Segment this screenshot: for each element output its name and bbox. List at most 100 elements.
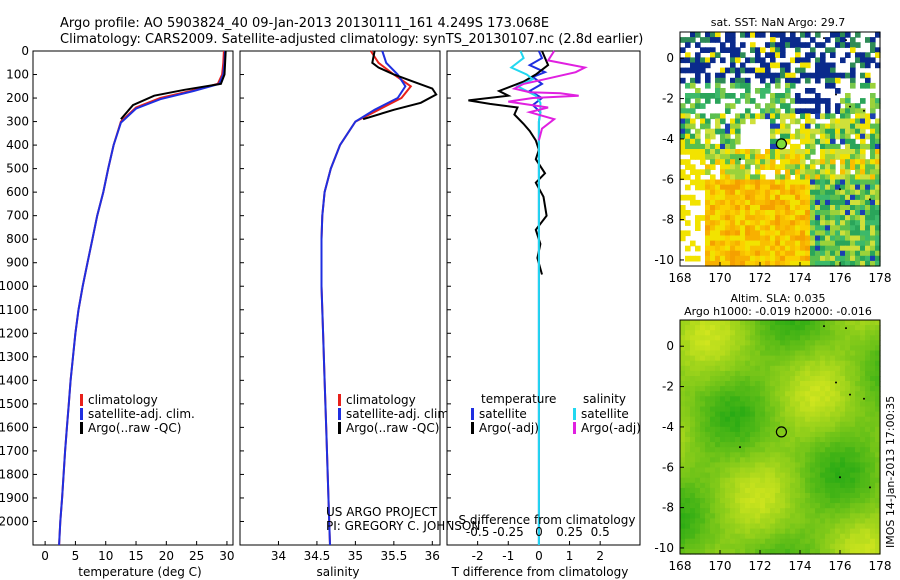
series-line-temperature-argo-adj- (468, 50, 550, 275)
y-tick-label: 2000 (0, 514, 29, 528)
legend-swatch (80, 394, 83, 406)
map-cells (680, 320, 881, 555)
map-y-tick-label: -6 (662, 460, 674, 474)
legend-label: climatology (88, 393, 158, 407)
legend-swatch (338, 394, 341, 406)
y-tick-label: 1100 (0, 303, 29, 317)
legend-swatch (80, 408, 83, 420)
salinity-panel: 34 34.5 35 35.5 36 climatologysatellite-adj. … (239, 50, 453, 563)
y-tick-label: 400 (6, 138, 29, 152)
map-y-tick-label: -4 (662, 420, 674, 434)
island-dot (869, 198, 871, 201)
legend-title-salinity: salinity (583, 392, 626, 406)
island-dot (845, 327, 847, 330)
legend-swatch (338, 422, 341, 434)
legend-label: satellite (479, 407, 527, 421)
plot-frame (32, 50, 234, 546)
legend-label: Argo(-adj) (581, 421, 641, 435)
legend-swatch (573, 422, 576, 434)
legend-swatch (338, 408, 341, 420)
s-difference-axis-label: S difference from climatology (459, 513, 636, 527)
x-tick-label: 0 (535, 549, 543, 563)
side-timestamp: IMOS 14-Jan-2013 17:00:35 (884, 396, 897, 548)
y-tick-label: 1700 (0, 444, 29, 458)
x-tick-label: 35.5 (380, 549, 407, 563)
sla-map-panel: 168 170 172 174 176 178 0 -2 -4 -6 -8 -10 (654, 319, 891, 573)
legend-label: Argo(..raw -QC) (346, 421, 439, 435)
y-tick-label: 300 (6, 115, 29, 129)
legend-swatch (471, 422, 474, 434)
legend-swatch (471, 408, 474, 420)
island-dot (849, 105, 851, 108)
legend-label: satellite-adj. clim. (346, 407, 453, 421)
y-tick-label: 200 (6, 91, 29, 105)
x-tick-label: 20 (159, 549, 174, 563)
credit-line-1: US ARGO PROJECT (326, 505, 438, 519)
y-tick-label: 800 (6, 232, 29, 246)
sla-map-title: Altim. SLA: 0.035 (730, 292, 825, 305)
map-y-tick-label: -4 (662, 132, 674, 146)
legend-label: satellite-adj. clim. (88, 407, 195, 421)
x-tick-label: 0 (41, 549, 49, 563)
series-line-argo-raw-qc- (362, 50, 438, 121)
plot-frame (239, 50, 441, 546)
island-dot (839, 188, 841, 191)
x-tick-label: -1 (502, 549, 514, 563)
legend-swatch (80, 422, 83, 434)
y-tick-label: 1900 (0, 491, 29, 505)
map-x-tick-label: 172 (749, 559, 772, 573)
sla-map-subtitle: Argo h1000: -0.019 h2000: -0.016 (684, 305, 872, 318)
x-tick-label: 36 (425, 549, 440, 563)
map-x-tick-label: 174 (789, 271, 812, 285)
map-x-tick-label: 168 (669, 559, 692, 573)
y-tick-label: 1800 (0, 467, 29, 481)
y-tick-label: 600 (6, 185, 29, 199)
legend-label: satellite (581, 407, 629, 421)
map-y-tick-label: -2 (662, 380, 674, 394)
legend-label: climatology (346, 393, 416, 407)
s-tick-label: 0.5 (591, 525, 610, 539)
temperature-axis-label: temperature (deg C) (78, 565, 201, 579)
y-tick-label: 0 (21, 44, 29, 58)
map-x-tick-label: 172 (749, 271, 772, 285)
legend-label: Argo(..raw -QC) (88, 421, 181, 435)
temperature-panel: 0100200300400500600700800900100011001200… (0, 44, 235, 563)
legend-label: Argo(-adj) (479, 421, 539, 435)
y-tick-label: 1500 (0, 397, 29, 411)
island-dot (845, 39, 847, 42)
x-tick-label: 35 (348, 549, 363, 563)
y-tick-label: 1000 (0, 279, 29, 293)
header-line-1: Argo profile: AO 5903824_40 09-Jan-2013 … (60, 16, 549, 31)
map-y-tick-label: 0 (666, 51, 674, 65)
map-y-tick-label: -2 (662, 92, 674, 106)
map-y-tick-label: 0 (666, 339, 674, 353)
map-y-tick-label: -8 (662, 501, 674, 515)
island-dot (835, 381, 837, 384)
series-line-salinity-argo-adj- (508, 50, 588, 141)
y-tick-label: 1300 (0, 350, 29, 364)
y-tick-label: 1600 (0, 420, 29, 434)
island-dot (823, 325, 825, 328)
map-frame (679, 31, 881, 267)
y-tick-label: 1200 (0, 326, 29, 340)
sst-map-panel: 168 170 172 174 176 178 0 -2 -4 -6 -8 -10 (654, 31, 891, 285)
s-tick-label: -0.5 (466, 525, 489, 539)
series-line-satellite-adj-clim- (320, 50, 407, 546)
map-x-tick-label: 170 (709, 271, 732, 285)
island-dot (835, 93, 837, 96)
argo-position-marker (775, 138, 788, 150)
map-y-tick-label: -10 (654, 541, 674, 555)
series-line-argo-raw-qc- (120, 50, 227, 120)
legend-swatch (573, 408, 576, 420)
difference-panel: -2 -1 0 1 2 -0.5 -0.25 0 0.25 0.5 temperature salin… (446, 50, 641, 563)
x-tick-label: 1 (566, 549, 574, 563)
island-dot (739, 446, 741, 449)
y-tick-label: 500 (6, 162, 29, 176)
map-cells (680, 32, 881, 267)
island-dot (863, 109, 865, 112)
plot-frame (446, 50, 641, 546)
s-tick-label: -0.25 (493, 525, 524, 539)
island-dot (739, 158, 741, 161)
s-tick-label: 0 (535, 525, 543, 539)
x-tick-label: 5 (72, 549, 80, 563)
